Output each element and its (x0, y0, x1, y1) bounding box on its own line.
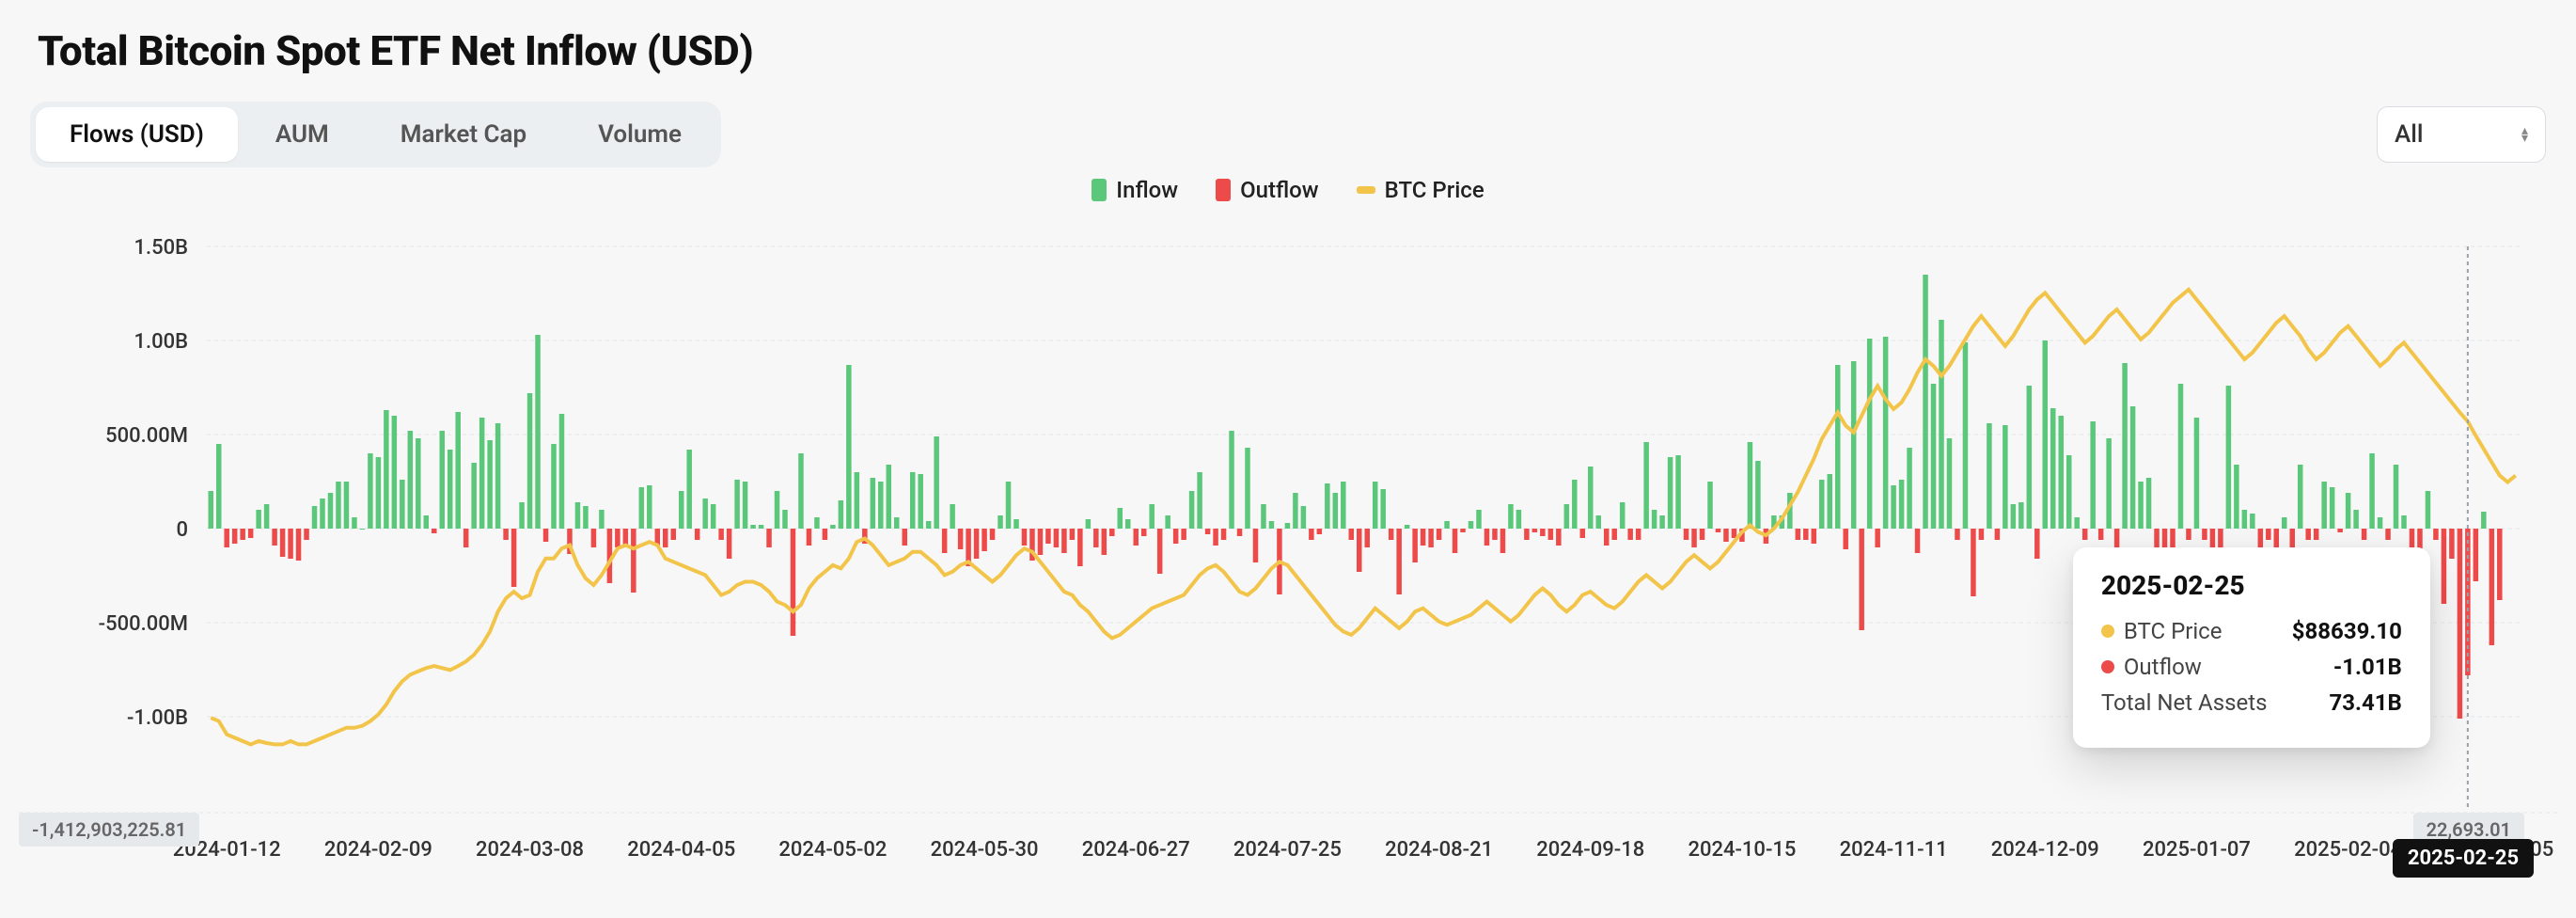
svg-text:2024-07-25: 2024-07-25 (1233, 838, 1342, 862)
svg-text:2025-01-07: 2025-01-07 (2143, 838, 2251, 862)
chart-tooltip: 2025-02-25 BTC Price $88639.10 Outflow -… (2073, 547, 2430, 748)
svg-text:0: 0 (176, 518, 188, 542)
range-select-value: All (2395, 120, 2424, 149)
tooltip-row: BTC Price $88639.10 (2101, 618, 2402, 644)
svg-text:2024-09-18: 2024-09-18 (1536, 838, 1644, 862)
svg-text:2024-05-02: 2024-05-02 (778, 838, 887, 862)
tooltip-row: Outflow -1.01B (2101, 654, 2402, 680)
svg-text:2025-02-04: 2025-02-04 (2294, 838, 2402, 862)
legend-outflow[interactable]: Outflow (1216, 177, 1319, 203)
svg-text:2024-11-11: 2024-11-11 (1840, 838, 1948, 862)
svg-text:2024-10-15: 2024-10-15 (1688, 838, 1796, 862)
tooltip-val: -1.01B (2333, 654, 2402, 680)
svg-text:2024-05-30: 2024-05-30 (931, 838, 1039, 862)
tab-group: Flows (USD) AUM Market Cap Volume (30, 102, 721, 167)
cursor-date-tag: 2025-02-25 (2393, 839, 2534, 878)
tab-marketcap[interactable]: Market Cap (367, 107, 560, 162)
tooltip-key: Total Net Assets (2101, 689, 2268, 716)
page-title: Total Bitcoin Spot ETF Net Inflow (USD) (38, 26, 2557, 75)
tooltip-dot-icon (2101, 625, 2114, 638)
chart-legend: Inflow Outflow BTC Price (19, 177, 2557, 203)
toolbar: Flows (USD) AUM Market Cap Volume All ▴▾ (19, 102, 2557, 167)
tooltip-date: 2025-02-25 (2101, 570, 2402, 601)
legend-btc-label: BTC Price (1385, 177, 1484, 203)
legend-btc[interactable]: BTC Price (1357, 177, 1484, 203)
svg-text:1.50B: 1.50B (134, 236, 188, 260)
chevron-updown-icon: ▴▾ (2521, 127, 2528, 142)
y-left-footer-tag: -1,412,903,225.81 (19, 813, 199, 847)
legend-inflow-label: Inflow (1116, 177, 1178, 203)
range-select[interactable]: All ▴▾ (2377, 106, 2546, 163)
tooltip-dot-icon (2101, 660, 2114, 673)
legend-outflow-label: Outflow (1240, 177, 1319, 203)
svg-text:-1.00B: -1.00B (127, 706, 188, 730)
legend-btc-swatch (1357, 186, 1375, 194)
svg-text:2024-04-05: 2024-04-05 (627, 838, 735, 862)
tooltip-row: Total Net Assets 73.41B (2101, 689, 2402, 716)
legend-inflow[interactable]: Inflow (1092, 177, 1178, 203)
svg-text:2024-03-08: 2024-03-08 (476, 838, 584, 862)
tooltip-key: Outflow (2124, 654, 2202, 680)
tab-aum[interactable]: AUM (242, 107, 363, 162)
tab-flows[interactable]: Flows (USD) (36, 107, 238, 162)
chart-container: 1.50B1.00B500.00M0-500.00M-1.00B2024-01-… (19, 209, 2557, 914)
tooltip-val: 73.41B (2330, 689, 2402, 716)
svg-text:2024-06-27: 2024-06-27 (1082, 838, 1190, 862)
svg-text:-500.00M: -500.00M (99, 612, 188, 636)
tab-volume[interactable]: Volume (564, 107, 715, 162)
svg-text:1.00B: 1.00B (134, 330, 188, 354)
svg-text:2024-12-09: 2024-12-09 (1991, 838, 2099, 862)
tooltip-val: $88639.10 (2292, 618, 2402, 644)
svg-text:500.00M: 500.00M (105, 424, 188, 448)
svg-text:2024-02-09: 2024-02-09 (324, 838, 432, 862)
svg-text:2024-08-21: 2024-08-21 (1385, 838, 1493, 862)
legend-inflow-swatch (1092, 179, 1107, 201)
tooltip-key: BTC Price (2124, 618, 2223, 644)
legend-outflow-swatch (1216, 179, 1231, 201)
